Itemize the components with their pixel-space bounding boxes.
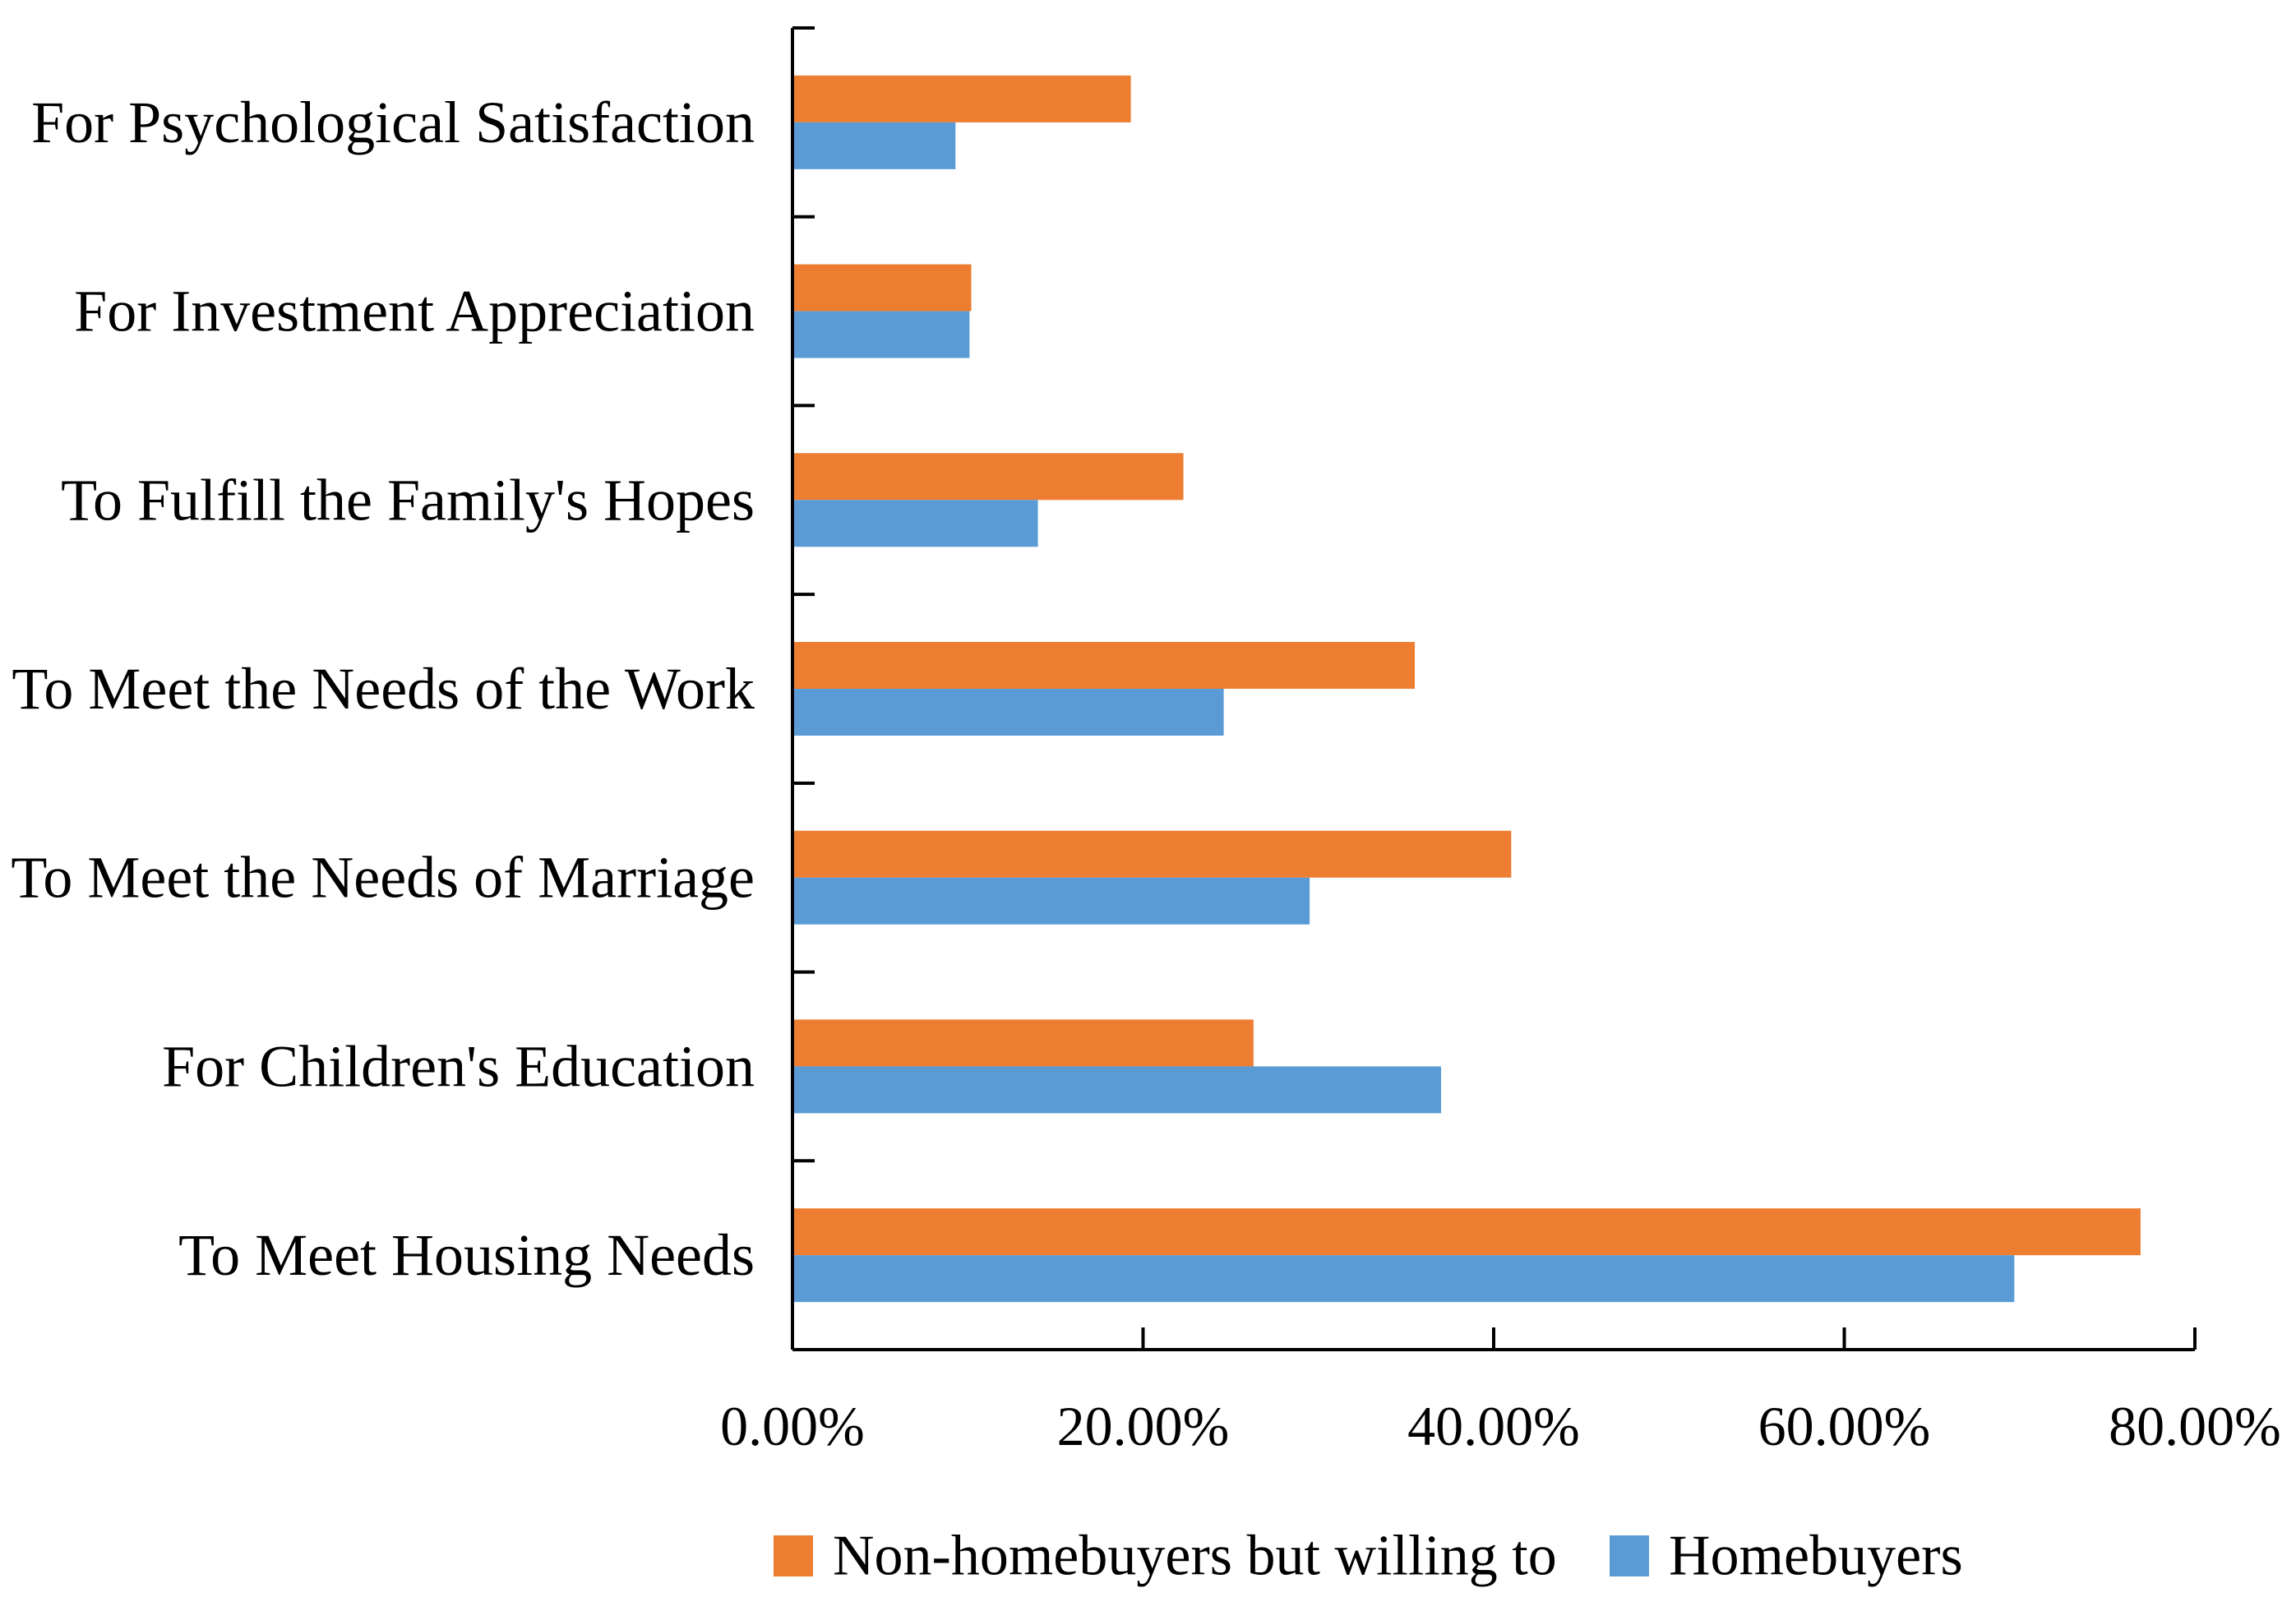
category-label-for-psychological-satisfaction: For Psychological Satisfaction [31,90,755,155]
legend-swatch-non-homebuyers-but-willing-to [774,1535,813,1576]
x-tick-label-2: 40.00% [1407,1395,1580,1457]
bar-homebuyers-to-meet-housing-needs [792,1255,2015,1303]
bar-homebuyers-to-meet-the-needs-of-the-work [792,689,1224,736]
x-tick-label-0: 0.00% [720,1395,865,1457]
category-label-to-meet-the-needs-of-marriage: To Meet the Needs of Marriage [11,845,755,911]
bar-non-homebuyers-but-willing-to-for-investment-appreciation [792,264,972,312]
x-tick-label-1: 20.00% [1057,1395,1230,1457]
bars-layer [792,75,2141,1303]
category-label-for-children-s-education: For Children's Education [162,1033,755,1099]
bar-homebuyers-for-children-s-education [792,1066,1442,1114]
category-label-to-fulfill-the-family-s-hopes: To Fulfill the Family's Hopes [61,467,755,533]
bar-homebuyers-to-meet-the-needs-of-marriage [792,877,1310,925]
category-label-for-investment-appreciation: For Investment Appreciation [74,279,755,344]
axes-layer [791,26,2197,1351]
bar-non-homebuyers-but-willing-to-to-meet-the-needs-of-marriage [792,830,1512,878]
legend-swatch-homebuyers [1610,1535,1649,1576]
category-label-to-meet-housing-needs: To Meet Housing Needs [178,1222,755,1288]
labels-layer: For Psychological Satisfaction For Invest… [11,90,2280,1457]
bar-non-homebuyers-but-willing-to-for-children-s-education [792,1019,1254,1067]
x-tick-label-4: 80.00% [2109,1395,2281,1457]
bar-homebuyers-for-psychological-satisfaction [792,122,956,169]
bar-homebuyers-for-investment-appreciation [792,311,970,358]
bar-non-homebuyers-but-willing-to-to-meet-the-needs-of-the-work [792,642,1416,689]
legend-label-non-homebuyers-but-willing-to: Non-homebuyers but willing to [833,1525,1557,1588]
bar-non-homebuyers-but-willing-to-to-fulfill-the-family-s-hopes [792,453,1184,501]
bar-non-homebuyers-but-willing-to-for-psychological-satisfaction [792,75,1131,122]
bar-homebuyers-to-fulfill-the-family-s-hopes [792,500,1038,547]
x-tick-label-3: 60.00% [1758,1395,1931,1457]
legend-label-homebuyers: Homebuyers [1669,1525,1963,1588]
legend: Non-homebuyers but willing to Homebuyers [774,1525,1963,1588]
category-label-to-meet-the-needs-of-the-work: To Meet the Needs of the Work [12,656,755,722]
bar-non-homebuyers-but-willing-to-to-meet-housing-needs [792,1208,2141,1256]
